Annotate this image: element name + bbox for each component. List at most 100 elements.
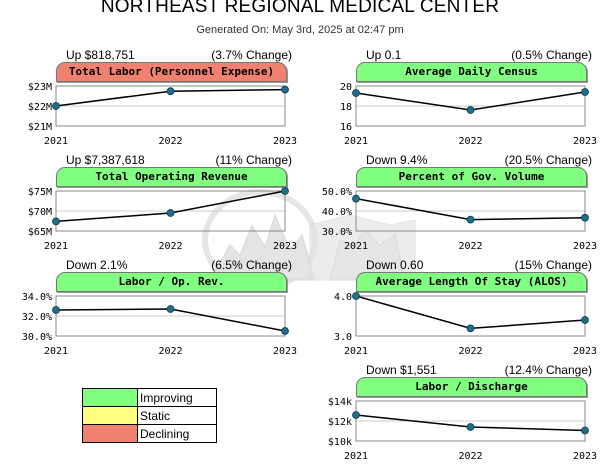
y-tick-label: $75M	[28, 187, 52, 198]
chart-title: Percent of Gov. Volume	[356, 167, 587, 187]
y-tick-label: $14k	[328, 397, 352, 408]
change-percent: (12.4% Change)	[504, 363, 592, 377]
y-tick-label: $21M	[28, 122, 52, 133]
x-tick-label: 2021	[344, 241, 368, 252]
chart-plot: 30.0% 32.0% 34.0% 2021 2022 2023	[22, 292, 297, 357]
legend-item-declining: Declining	[82, 424, 217, 443]
legend-swatch	[82, 388, 138, 407]
legend-item-static: Static	[82, 406, 217, 425]
chart-title: Total Labor (Personnel Expense)	[56, 62, 287, 82]
plot-frame	[55, 295, 286, 337]
chart-labor-per-discharge: Down $1,551 (12.4% Change) Labor / Disch…	[328, 363, 600, 468]
y-tick-label: $65M	[28, 227, 52, 238]
x-tick-label: 2021	[44, 241, 68, 252]
change-percent: (20.5% Change)	[504, 153, 592, 167]
legend-label: Static	[137, 406, 217, 425]
plot-frame	[55, 190, 286, 232]
x-tick-label: 2022	[458, 346, 482, 357]
y-tick-label: 16	[340, 122, 352, 133]
x-tick-label: 2023	[273, 346, 297, 357]
data-point	[52, 102, 60, 110]
change-percent: (11% Change)	[215, 153, 293, 167]
x-tick-label: 2022	[158, 346, 182, 357]
x-tick-label: 2023	[273, 241, 297, 252]
y-tick-label: 40.0%	[322, 207, 352, 218]
plot-frame	[355, 400, 586, 442]
status-legend: Improving Static Declining	[82, 388, 217, 443]
y-tick-label: $23M	[28, 82, 52, 93]
change-amount: Down 0.60	[366, 258, 424, 272]
change-amount: Down $1,551	[366, 363, 437, 377]
data-point	[52, 217, 60, 226]
data-point	[166, 305, 175, 313]
y-tick-label: $22M	[28, 102, 52, 113]
chart-title: Labor / Discharge	[356, 377, 587, 397]
x-tick-label: 2023	[573, 241, 597, 252]
change-amount: Down 9.4%	[366, 153, 428, 167]
x-tick-label: 2021	[344, 346, 368, 357]
chart-labor-op-rev: Down 2.1% (6.5% Change) Labor / Op. Rev.…	[22, 258, 304, 363]
legend-swatch	[82, 406, 138, 425]
chart-percent-gov-volume: Down 9.4% (20.5% Change) Percent of Gov.…	[322, 153, 600, 258]
chart-total-operating-revenue: Up $7,387,618 (11% Change) Total Operati…	[28, 153, 304, 258]
y-tick-label: 32.0%	[22, 312, 52, 323]
chart-average-length-of-stay: Down 0.60 (15% Change) Average Length Of…	[334, 258, 600, 363]
x-tick-label: 2021	[344, 451, 368, 462]
legend-swatch	[82, 424, 138, 443]
data-point	[352, 292, 360, 300]
x-tick-label: 2023	[273, 136, 297, 147]
data-point	[352, 89, 360, 97]
plot-frame	[355, 295, 586, 337]
change-percent: (0.5% Change)	[511, 48, 592, 62]
change-amount: Up $7,387,618	[66, 153, 145, 167]
x-tick-label: 2022	[158, 241, 182, 252]
change-percent: (3.7% Change)	[211, 48, 292, 62]
x-tick-label: 2023	[573, 451, 597, 462]
x-tick-label: 2021	[344, 136, 368, 147]
data-point	[466, 215, 475, 224]
y-tick-label: $10k	[328, 437, 352, 448]
x-tick-label: 2021	[44, 136, 68, 147]
chart-plot: 30.0% 40.0% 50.0% 2021 2022 2023	[322, 187, 597, 252]
x-tick-label: 2022	[458, 451, 482, 462]
data-point	[166, 209, 175, 217]
y-tick-label: $70M	[28, 207, 52, 218]
chart-plot: $10k $12k $14k 2021 2022 2023	[328, 397, 597, 462]
legend-label: Improving	[137, 388, 217, 407]
y-tick-label: 18	[340, 102, 352, 113]
chart-total-labor: Up $818,751 (3.7% Change) Total Labor (P…	[28, 48, 304, 153]
data-point	[281, 187, 289, 195]
y-tick-label: 4.0	[334, 292, 352, 303]
y-tick-label: 50.0%	[322, 187, 352, 198]
x-tick-label: 2021	[44, 346, 68, 357]
chart-title: Average Length Of Stay (ALOS)	[356, 272, 587, 292]
data-point	[166, 87, 175, 96]
data-point	[466, 106, 475, 114]
y-tick-label: 30.0%	[22, 332, 52, 343]
chart-average-daily-census: Up 0.1 (0.5% Change) Average Daily Censu…	[340, 48, 600, 153]
change-amount: Up $818,751	[66, 48, 135, 62]
plot-frame	[355, 85, 586, 127]
x-tick-label: 2023	[573, 346, 597, 357]
legend-label: Declining	[137, 424, 217, 443]
x-tick-label: 2022	[458, 241, 482, 252]
data-point	[581, 213, 589, 222]
change-percent: (6.5% Change)	[211, 258, 292, 272]
chart-title: Total Operating Revenue	[56, 167, 287, 187]
data-point	[581, 316, 589, 324]
chart-plot: $65M $70M $75M 2021 2022 2023	[28, 187, 297, 252]
data-point	[352, 194, 360, 203]
y-tick-label: 30.0%	[322, 227, 352, 238]
change-amount: Up 0.1	[366, 48, 402, 62]
data-point	[466, 423, 475, 431]
data-point	[352, 411, 360, 419]
data-point	[581, 426, 589, 435]
change-percent: (15% Change)	[514, 258, 592, 272]
page-title: NORTHEAST REGIONAL MEDICAL CENTER	[100, 0, 500, 17]
chart-plot: $21M $22M $23M 2021 2022 2023	[28, 82, 297, 147]
plot-frame	[355, 190, 586, 232]
chart-title: Labor / Op. Rev.	[56, 272, 287, 292]
generated-timestamp: Generated On: May 3rd, 2025 at 02:47 pm	[196, 24, 404, 36]
y-tick-label: 3.0	[334, 332, 352, 343]
chart-plot: 16 18 20 2021 2022 2023	[340, 82, 597, 147]
